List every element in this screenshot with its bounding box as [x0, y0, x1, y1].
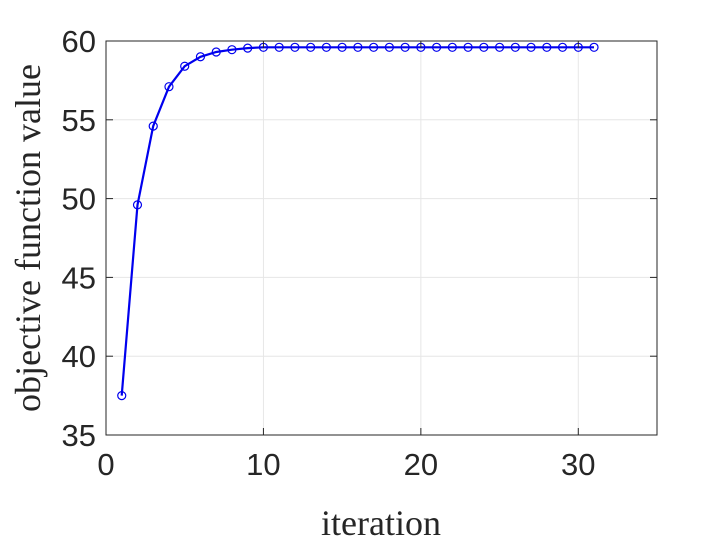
y-tick-label: 45	[62, 260, 96, 295]
data-point-marker	[195, 52, 206, 62]
data-point-marker	[432, 42, 442, 52]
data-point-marker	[400, 42, 410, 52]
ticks	[105, 40, 657, 436]
data-point-marker	[557, 42, 568, 52]
data-point-marker	[321, 42, 331, 52]
data-point-marker	[227, 45, 237, 55]
data-point-marker	[337, 42, 347, 52]
data-point-marker	[117, 391, 127, 401]
data-point-marker	[494, 42, 505, 52]
y-axis-title: objective function value	[8, 64, 48, 412]
data-point-marker	[148, 121, 158, 131]
data-point-marker	[589, 42, 599, 52]
y-tick-label: 55	[62, 103, 96, 138]
data-point-marker	[526, 42, 536, 52]
data-point-marker	[510, 42, 520, 52]
data-point-marker	[479, 42, 489, 52]
y-tick-label: 50	[62, 182, 96, 217]
y-tick-label: 35	[62, 418, 96, 453]
y-tick-label: 40	[62, 339, 96, 374]
data-point-marker	[447, 42, 457, 52]
data-point-marker	[243, 43, 253, 53]
data-point-marker	[211, 47, 221, 57]
data-point-marker	[369, 42, 379, 52]
x-tick-label: 30	[561, 447, 595, 482]
data-point-marker	[180, 61, 190, 71]
data-point-marker	[384, 42, 394, 52]
x-axis-title: iteration	[321, 503, 441, 543]
data-point-marker	[542, 42, 552, 52]
data-point-marker	[463, 42, 473, 52]
x-tick-label: 20	[404, 447, 438, 482]
tick-labels: 0 10 20 30 35 40 45 50 55 60	[62, 24, 596, 482]
data-point-marker	[290, 42, 300, 52]
y-tick-label: 60	[62, 24, 96, 59]
grid	[105, 40, 657, 436]
data-point-marker	[132, 200, 143, 210]
data-point-marker	[306, 42, 316, 52]
data-point-marker	[353, 42, 363, 52]
data-point-marker	[274, 42, 284, 52]
plot-area-border	[105, 40, 658, 436]
series-layer	[117, 42, 599, 401]
x-tick-label: 10	[246, 447, 280, 482]
series-line	[120, 46, 594, 396]
data-point-marker	[164, 82, 174, 92]
x-tick-label: 0	[97, 447, 114, 482]
